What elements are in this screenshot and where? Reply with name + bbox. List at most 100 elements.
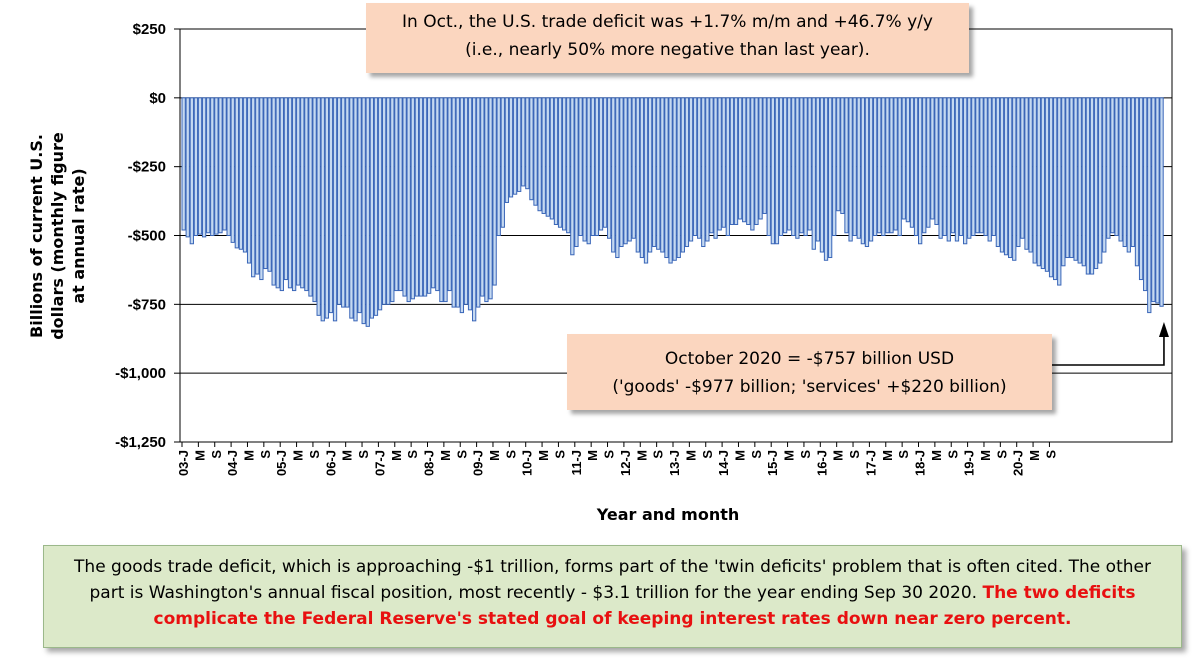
bar [1061, 97, 1066, 267]
x-tick-label: 08-J [422, 450, 437, 476]
bar [668, 97, 673, 264]
bar [181, 97, 186, 231]
bar [692, 97, 698, 237]
x-tick-label: 03-J [176, 450, 191, 476]
bar [991, 97, 996, 237]
bar [373, 97, 379, 316]
bar [496, 97, 501, 237]
bar [533, 97, 538, 206]
bar [271, 97, 276, 286]
bar [570, 97, 575, 256]
bar [291, 97, 297, 292]
bar [316, 97, 321, 316]
y-tick-label: -$250 [128, 159, 166, 176]
bar [942, 97, 947, 237]
bar [222, 97, 227, 231]
bar [574, 97, 579, 248]
bar [750, 97, 755, 231]
bar [259, 97, 264, 281]
bar [504, 97, 510, 203]
x-tick-label: 16-J [814, 450, 829, 476]
bar [1159, 97, 1164, 307]
bar [582, 97, 587, 242]
arrow-head [1158, 322, 1169, 337]
x-tick-label: 04-J [225, 450, 240, 476]
bar [844, 97, 849, 234]
bar [308, 97, 313, 297]
bar [283, 97, 289, 281]
bar [1040, 97, 1046, 270]
bar [1044, 97, 1050, 272]
bar [1077, 97, 1082, 264]
bar [480, 97, 485, 297]
x-tick-label: 07-J [372, 450, 387, 476]
x-axis-title: Year and month [596, 505, 740, 524]
x-tick-label: 17-J [863, 450, 878, 476]
bar [537, 97, 542, 212]
bar [1085, 97, 1091, 275]
bar [549, 97, 555, 220]
bar [287, 97, 293, 289]
bar [345, 97, 350, 308]
bar [1155, 97, 1160, 304]
x-tick-label: 20-J [1011, 450, 1026, 476]
y-axis-title: Billions of current U.S. dollars (monthly… [27, 132, 88, 340]
bar [918, 97, 923, 245]
bar [1028, 97, 1033, 253]
bars [181, 97, 1164, 327]
bar [860, 97, 866, 245]
x-tick-label: S [454, 450, 469, 459]
bar [1126, 97, 1131, 253]
bar [770, 97, 775, 245]
x-tick-label: M [929, 450, 944, 461]
commentary-note: The goods trade deficit, which is approa… [43, 545, 1182, 648]
bar [422, 97, 428, 297]
note-text: The goods trade deficit, which is approa… [74, 557, 1151, 603]
bar [1036, 97, 1041, 267]
bar [246, 97, 252, 264]
bar [958, 97, 964, 237]
bar [684, 97, 690, 248]
bar [197, 97, 203, 235]
bar [1089, 97, 1095, 275]
bar [275, 97, 280, 289]
x-tick-label: S [896, 450, 911, 459]
x-tick-label: 15-J [765, 450, 780, 476]
bar [238, 97, 244, 250]
x-tick-label: 14-J [716, 450, 731, 476]
bar [647, 97, 653, 253]
bar [922, 97, 927, 234]
bar [795, 97, 800, 239]
y-tick-label: -$1,250 [115, 434, 166, 451]
x-tick-label: S [651, 450, 666, 459]
x-tick-label: S [503, 450, 518, 459]
bar [688, 97, 694, 242]
bar [431, 97, 436, 289]
bar [365, 97, 370, 327]
bar [963, 97, 968, 245]
bar [476, 97, 481, 308]
callout-arrow [1052, 322, 1169, 366]
bar [709, 97, 714, 234]
bar [484, 97, 489, 303]
bar [848, 97, 853, 242]
bar [1138, 97, 1144, 281]
bar [737, 97, 743, 220]
bar [418, 97, 424, 297]
bar [791, 97, 796, 237]
bar [414, 97, 420, 297]
bar [267, 97, 272, 272]
x-tick-label: M [389, 450, 404, 461]
bar [1020, 97, 1025, 239]
bar [296, 97, 301, 286]
bar [1069, 97, 1074, 259]
bar [856, 97, 861, 239]
bar [369, 97, 375, 319]
bar [746, 97, 751, 225]
bar [836, 97, 841, 212]
x-tick-label: S [258, 450, 273, 459]
x-tick-label: S [209, 450, 224, 459]
x-tick-label: S [602, 450, 617, 459]
bar [447, 97, 452, 292]
bar [872, 97, 878, 237]
